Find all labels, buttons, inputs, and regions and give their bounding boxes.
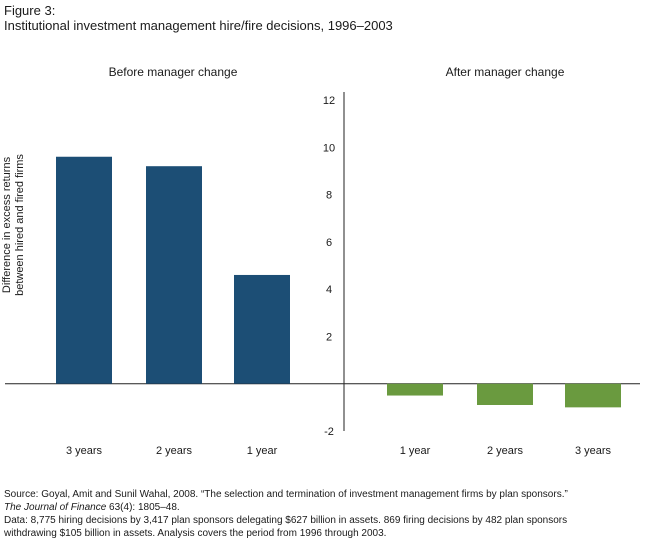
y-tick-label: 4 xyxy=(326,284,332,296)
x-tick-label: 3 years xyxy=(575,445,612,457)
y-tick-label: 10 xyxy=(323,142,335,154)
bar-chart: -2 2 4 6 8 10 12 Difference in excess returns be… xyxy=(1,65,640,457)
data-note: Data: 8,775 hiring decisions by 3,417 pl… xyxy=(4,515,568,539)
bar xyxy=(477,383,533,405)
source-citation: Source: Goyal, Amit and Sunil Wahal, 200… xyxy=(4,489,568,500)
y-tick-label: -2 xyxy=(324,426,334,438)
x-tick-label: 2 years xyxy=(156,445,193,457)
y-tick-label: 2 xyxy=(326,331,332,343)
bar xyxy=(565,383,621,408)
panel-label: Before manager change xyxy=(109,65,238,79)
source-citation-end: 63(4): 1805–48. xyxy=(106,502,180,513)
y-tick-label: 8 xyxy=(326,190,332,202)
x-tick-label: 1 year xyxy=(247,445,278,457)
panel-label: After manager change xyxy=(446,65,565,79)
bar xyxy=(387,383,443,396)
bar xyxy=(146,166,202,384)
x-tick-label: 3 years xyxy=(66,445,103,457)
y-axis-title: between hired and fired firms xyxy=(14,154,26,296)
x-tick-label: 1 year xyxy=(400,445,431,457)
y-tick-label: 12 xyxy=(323,95,335,107)
bar xyxy=(234,274,290,384)
bar xyxy=(56,156,112,384)
y-axis-title: Difference in excess returns xyxy=(1,156,13,293)
source-journal: The Journal of Finance xyxy=(4,502,107,513)
source-note: Source: Goyal, Amit and Sunil Wahal, 200… xyxy=(4,488,574,540)
y-tick-label: 6 xyxy=(326,237,332,249)
figure-title: Institutional investment management hire… xyxy=(4,18,393,33)
figure-label: Figure 3: xyxy=(4,3,56,18)
x-tick-label: 2 years xyxy=(487,445,524,457)
